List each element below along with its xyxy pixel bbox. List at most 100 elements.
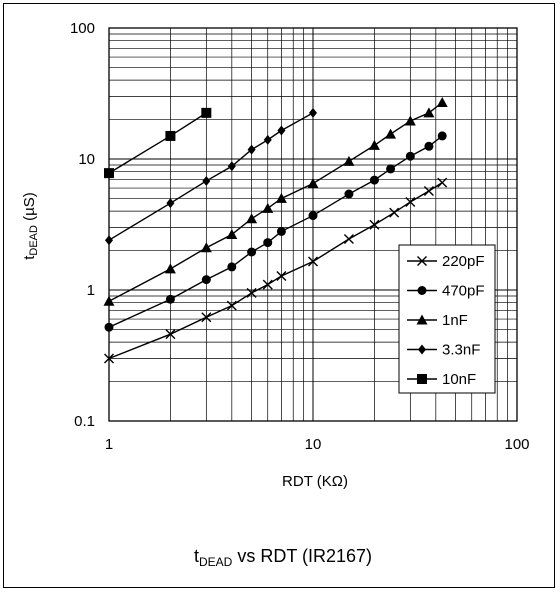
marker-circle (247, 247, 257, 257)
legend-label: 220pF (442, 253, 485, 270)
chart-title-rest: vs RDT (IR2167) (232, 546, 372, 566)
marker-x-stroke (437, 177, 448, 188)
legend-item: 470pF (407, 283, 485, 300)
legend-item: 220pF (407, 253, 485, 270)
legend-box (398, 244, 496, 394)
marker-triangle (343, 155, 355, 166)
series-3.3nF (105, 107, 317, 246)
marker-circle (263, 238, 273, 248)
x-tick-label: 10 (305, 436, 322, 453)
legend-item: 10nF (407, 371, 476, 388)
legend-label: 470pF (442, 283, 485, 300)
marker-circle (417, 286, 427, 295)
marker-triangle (404, 115, 416, 126)
legend-item: 3.3nF (407, 342, 480, 359)
y-axis-label-sub: DEAD (28, 225, 40, 256)
legend-label: 1nF (442, 312, 468, 329)
x-tick-label: 100 (504, 436, 529, 453)
marker-triangle (423, 107, 435, 118)
marker-x-stroke (226, 300, 237, 311)
legend-label: 3.3nF (442, 342, 480, 359)
marker-circle (201, 275, 211, 285)
marker-x-stroke (165, 329, 176, 340)
marker-x (226, 300, 237, 311)
marker-triangle (226, 229, 238, 240)
marker-x (308, 256, 318, 267)
y-tick-label: 1 (87, 282, 95, 299)
marker-triangle (307, 178, 319, 189)
marker-triangle (416, 314, 428, 325)
chart-title-main: t (194, 546, 199, 566)
marker-diamond (418, 344, 426, 355)
series-1nF (103, 96, 448, 306)
marker-triangle (246, 213, 258, 224)
marker-x-stroke (104, 353, 114, 364)
marker-triangle (103, 295, 115, 306)
y-tick-label: 10 (78, 151, 95, 168)
series-470pF (104, 131, 447, 332)
marker-diamond (277, 125, 286, 136)
marker-diamond (247, 144, 256, 155)
marker-x-stroke (276, 270, 287, 281)
marker-x-stroke (405, 196, 416, 207)
legend-item: 1nF (407, 312, 468, 329)
marker-x-stroke (246, 287, 257, 298)
marker-x (405, 196, 416, 207)
x-tick-label: 1 (105, 436, 113, 453)
marker-x (262, 279, 273, 290)
marker-square (417, 374, 427, 384)
marker-triangle (262, 202, 274, 213)
marker-x (369, 219, 380, 230)
tick-labels: 1 10 100 0.1 1 10 100 (70, 20, 530, 453)
marker-triangle (436, 96, 448, 107)
legend: 220pF 470pF 1nF 3.3nF 10nF (398, 244, 496, 394)
marker-x (437, 177, 448, 188)
marker-circle (386, 164, 396, 174)
marker-circle (405, 151, 415, 161)
marker-x (423, 185, 434, 196)
marker-circle (344, 189, 354, 199)
marker-square (165, 130, 176, 141)
marker-triangle (275, 192, 287, 203)
marker-x (417, 256, 427, 266)
marker-diamond (263, 134, 272, 145)
marker-square (104, 168, 114, 179)
series-line (108, 112, 207, 174)
marker-x-stroke (417, 256, 427, 266)
y-axis-label-rest: (µS) (21, 192, 38, 225)
marker-x (104, 353, 114, 364)
series-line (108, 135, 443, 328)
marker-x (201, 312, 212, 323)
marker-x (276, 270, 287, 281)
marker-circle (369, 175, 379, 185)
marker-triangle (368, 139, 380, 150)
marker-x (165, 329, 176, 340)
y-axis-label-main: t (21, 255, 38, 260)
marker-triangle (164, 263, 176, 274)
marker-circle (276, 226, 286, 236)
marker-circle (437, 131, 447, 141)
marker-circle (308, 211, 318, 221)
series-220pF (104, 177, 448, 364)
marker-x-stroke (262, 279, 273, 290)
chart-title: tDEAD vs RDT (IR2167) (194, 546, 372, 569)
y-tick-label: 0.1 (74, 413, 95, 430)
x-axis-label: RDT (KΩ) (282, 473, 348, 490)
marker-x-stroke (308, 256, 318, 267)
marker-x-stroke (423, 185, 434, 196)
y-axis-label: tDEAD (µS) (21, 192, 40, 260)
marker-circle (165, 294, 175, 304)
marker-diamond (309, 107, 317, 118)
series-10nF (104, 107, 212, 179)
series-layer (103, 96, 448, 364)
marker-circle (104, 322, 114, 332)
marker-square (201, 107, 212, 118)
marker-triangle (200, 242, 212, 253)
marker-diamond (166, 198, 175, 209)
marker-triangle (385, 128, 397, 139)
marker-x (246, 287, 257, 298)
marker-x (389, 207, 400, 218)
marker-x-stroke (369, 219, 380, 230)
marker-diamond (227, 161, 236, 172)
